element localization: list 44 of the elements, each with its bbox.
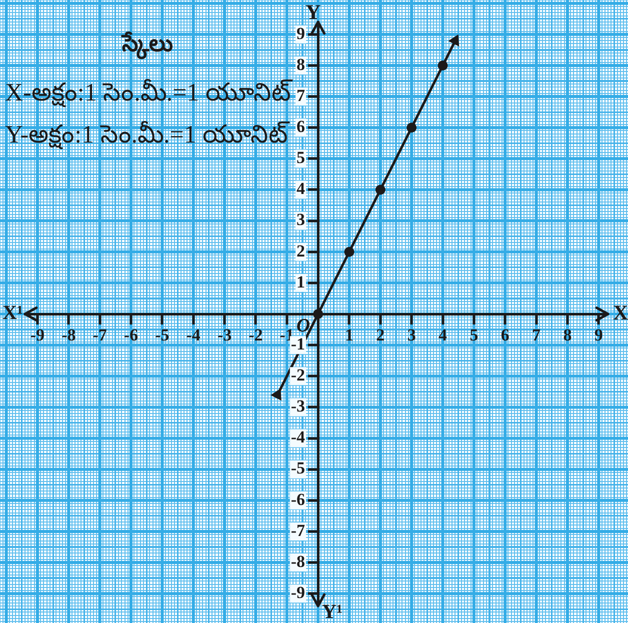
y-tick-label: -6 [290, 490, 306, 509]
point [344, 246, 354, 257]
x-tick-label: 9 [594, 326, 603, 345]
x-tick-label: -7 [92, 326, 108, 345]
chart-title: స్కేలు [121, 30, 174, 60]
point [406, 122, 417, 133]
y-tick-label: 9 [296, 24, 306, 43]
y-tick-label: 7 [296, 86, 306, 105]
x-tick-label: -9 [30, 326, 45, 345]
annotation: Y-అక్షం:1 సెం.మీ.=1 యూనిట్ [5, 120, 291, 150]
y-tick-label: -4 [290, 428, 306, 447]
x-tick-label: 4 [438, 326, 448, 345]
y-tick-label: 8 [296, 54, 306, 74]
y-tick-label: -5 [290, 458, 306, 478]
annotation: X-అక్షం:1 సెం.మీ.=1 యూనిట్ [5, 78, 294, 108]
x-tick-label: -3 [217, 326, 232, 345]
x-tick-label: 6 [500, 326, 510, 345]
x-tick-label: 2 [376, 326, 385, 345]
x-tick-label: 8 [563, 326, 572, 345]
y-tick-label: -3 [290, 396, 306, 416]
text: X¹ [2, 302, 23, 324]
y-tick-label: 5 [296, 148, 306, 168]
y-tick-label: -8 [290, 552, 306, 571]
x-tick-label: -5 [155, 326, 170, 345]
x-tick-label: -6 [124, 326, 138, 345]
y-tick-label: -7 [290, 520, 306, 540]
y-tick-label: -2 [290, 366, 306, 385]
y-tick-label: 1 [296, 272, 306, 292]
x-tick-label: -4 [186, 326, 201, 345]
point [375, 184, 386, 195]
y-tick-label: 3 [296, 210, 306, 230]
x-tick-label: 5 [470, 326, 478, 345]
x-tick-label: -2 [248, 326, 263, 345]
x-tick-label: -8 [62, 326, 76, 345]
y-tick-label: 2 [296, 241, 306, 260]
y-tick-label: 6 [296, 117, 306, 136]
y-tick-label: -9 [290, 582, 306, 602]
x-tick-label: 7 [532, 326, 542, 345]
point [438, 60, 448, 70]
x-tick-label: 3 [407, 326, 416, 345]
x-tick-label: 1 [344, 326, 354, 345]
y-tick-label: 4 [296, 179, 306, 198]
y-axis-title: Y [305, 0, 321, 24]
point [313, 309, 324, 319]
